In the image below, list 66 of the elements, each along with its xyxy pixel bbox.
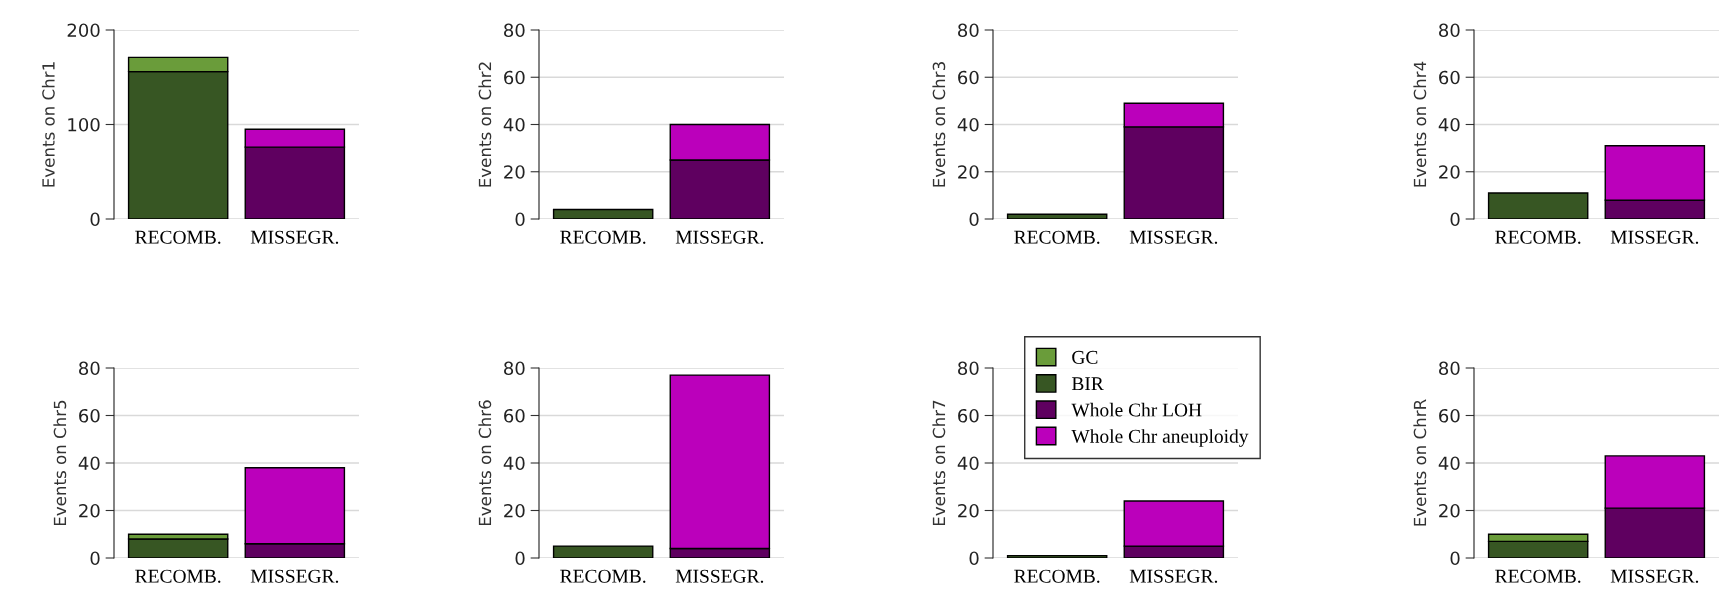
y-tick-label: 20 (1439, 165, 1460, 179)
y-tick-label: 60 (504, 408, 525, 423)
legend-label: Whole Chr LOH (1071, 402, 1202, 417)
y-axis-title: Events on Chr7 (932, 400, 946, 526)
y-tick-label: 0 (515, 212, 525, 227)
y-tick-label: 0 (1450, 551, 1460, 566)
y-axis-title: Events on Chr4 (1413, 61, 1427, 187)
y-tick-label: 40 (503, 456, 525, 471)
y-tick-label: 20 (79, 503, 100, 518)
y-tick-label: 0 (90, 212, 100, 227)
x-tick-label: RECOMB. (135, 569, 221, 583)
x-tick-label: RECOMB. (560, 569, 646, 583)
y-tick-label: 60 (958, 70, 979, 85)
y-tick-label: 60 (1439, 70, 1460, 85)
y-tick-label: 80 (958, 361, 979, 376)
y-axis-title: Events on Chr5 (53, 400, 67, 526)
y-tick-label: 40 (957, 117, 979, 132)
x-tick-label: RECOMB. (135, 230, 221, 244)
y-tick-label: 0 (1450, 212, 1460, 227)
y-tick-label: 80 (504, 361, 525, 376)
y-axis-title: Events on ChrR (1413, 399, 1427, 526)
y-tick-label: 40 (1438, 117, 1460, 132)
y-tick-label: 40 (78, 456, 100, 471)
y-tick-label: 20 (1439, 503, 1460, 518)
x-tick-label: RECOMB. (1495, 230, 1581, 244)
y-tick-label: 200 (67, 23, 100, 38)
y-tick-label: 80 (958, 23, 979, 38)
legend-label: Whole Chr aneuploidy (1071, 429, 1249, 447)
y-tick-label: 40 (957, 456, 979, 471)
y-axis-title: Events on Chr6 (478, 400, 492, 526)
y-tick-label: 0 (969, 212, 979, 227)
legend-label: BIR (1071, 377, 1104, 391)
x-tick-label: RECOMB. (1014, 569, 1100, 583)
x-tick-label: RECOMB. (1495, 569, 1581, 583)
x-tick-label: MISSEGR. (250, 230, 339, 244)
y-tick-label: 60 (79, 408, 100, 423)
x-tick-label: MISSEGR. (250, 569, 339, 583)
x-tick-label: MISSEGR. (1129, 569, 1218, 583)
y-tick-label: 0 (90, 551, 100, 566)
legend-label: GC (1072, 350, 1098, 364)
y-tick-label: 80 (1439, 361, 1460, 376)
y-tick-label: 80 (504, 23, 525, 38)
x-tick-label: MISSEGR. (1129, 230, 1218, 244)
x-tick-label: MISSEGR. (675, 230, 764, 244)
x-tick-label: MISSEGR. (1610, 230, 1699, 244)
y-tick-label: 60 (504, 70, 525, 85)
y-tick-label: 60 (958, 408, 979, 423)
y-axis-title: Events on Chr3 (932, 62, 946, 187)
y-axis-title: Events on Chr1 (41, 62, 55, 187)
x-tick-label: RECOMB. (560, 230, 646, 244)
y-tick-label: 0 (515, 551, 525, 566)
y-tick-label: 100 (68, 117, 100, 132)
x-tick-label: RECOMB. (1014, 230, 1100, 244)
y-tick-label: 20 (504, 165, 525, 179)
y-tick-label: 20 (958, 165, 979, 179)
y-tick-label: 20 (504, 503, 525, 518)
y-tick-label: 40 (503, 117, 525, 132)
y-tick-label: 80 (1439, 23, 1460, 38)
y-tick-label: 40 (1438, 456, 1460, 471)
y-tick-label: 60 (1439, 408, 1460, 423)
x-tick-label: MISSEGR. (1610, 569, 1699, 583)
y-tick-label: 20 (958, 503, 979, 518)
y-axis-title: Events on Chr2 (478, 62, 492, 187)
y-tick-label: 0 (969, 551, 979, 566)
y-tick-label: 80 (79, 361, 100, 376)
x-tick-label: MISSEGR. (675, 569, 764, 583)
